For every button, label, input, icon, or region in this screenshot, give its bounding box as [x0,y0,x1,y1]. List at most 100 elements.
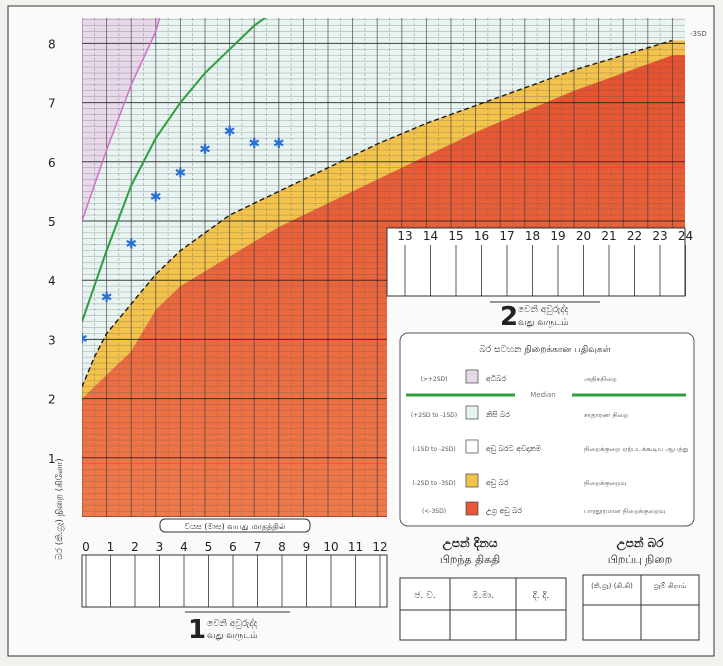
risk-boundary-line [387,39,673,141]
x-tick-label: 17 [499,229,514,243]
y-tick-label: 4 [48,274,56,288]
severe-underweight-zone [387,55,685,228]
x-tick-label: 21 [601,229,616,243]
birth-date-title-si: උපන් දිනය [443,536,498,552]
y-tick-label: 8 [48,37,56,51]
second-year-axis: 13 14 15 16 17 18 19 20 21 22 23 24 [386,227,693,303]
second-year-label-ta: வது வருடம் [518,318,569,328]
overweight-zone [82,18,160,221]
x-tick-label: 6 [229,540,237,554]
y-tick-label: 1 [48,452,56,466]
second-year-label-si: වෙනි අවුරුද්ද [518,304,568,315]
median-line [82,18,267,322]
legend-label-ta: நிறைக்குறை ஏற்படக்கூடிய ஆபத்து [584,445,689,455]
legend-item: (+2SD to -1SD) නිසි බර சாதாரண நிறை [411,405,629,420]
legend-swatch [465,473,479,488]
x-tick-label: 24 [678,229,693,243]
first-year-label-si: වෙනි අවුරුද්ද [207,618,257,629]
legend-item: (-1SD to -2SD) අඩු බරට අවදානම நிறைக்குறை ஏ… [412,439,689,455]
legend-label-ta: சாதாரண நிறை [584,411,629,419]
x-tick-label: 20 [576,229,591,243]
y-axis: 1 2 3 4 5 6 7 8 [48,37,56,465]
birth-date-section: උපන් දිනය பிறந்த திகதி ජ. ව. ම.මා. දි. ද… [399,536,567,641]
weight-point: ✱ [101,290,113,306]
y-tick-label: 5 [48,215,56,229]
birth-date-title-ta: பிறந்த திகதி [440,553,500,566]
minus-3sd-label: -3SD [690,30,707,38]
legend-swatch [465,501,479,516]
first-year-tick-box [81,554,388,608]
legend-label-si: අඩු බර [486,478,509,488]
y-tick-label: 6 [48,156,56,170]
second-year-number: 2 [500,302,518,332]
x-tick-label: 15 [448,229,463,243]
birth-kg-header: (කි.ග්‍රෑ) (கி.கி) [591,582,633,591]
weight-point: ✱ [125,237,137,253]
legend-swatch [465,369,479,384]
plus-2sd-line [82,18,161,222]
birth-year-header: ජ. ව. [414,591,435,601]
legend-item: (<-3SD) උග්‍ර අඩු බර பாரதூரமான நிறைக்குறைவ… [422,501,666,517]
x-tick-label: 13 [397,229,412,243]
x-tick-label: 12 [372,540,387,554]
x-tick-label: 0 [82,540,90,554]
weight-point: ✱ [248,136,260,152]
legend-swatch [465,439,479,454]
severe-underweight-zone [82,174,387,517]
legend-range: (>+2SD) [421,376,448,383]
legend-label-ta: நிறைக்குறைவு [584,479,627,489]
x-tick-label: 19 [550,229,565,243]
x-tick-label: 4 [180,540,188,554]
first-year-label-ta: வது வருடம் [207,631,258,641]
legend-item: (>+2SD) අධිබර அதிகநிறை [421,369,617,384]
x-tick-label: 8 [278,540,286,554]
legend-label-ta: பாரதூரமான நிறைக்குறைவு [584,507,666,517]
birth-grams-header: ග්‍රෑම් கிராம் [654,582,687,591]
legend: බර සටහන நிறைக்கான பதிவுகள் Median (>+2SD… [399,332,695,527]
weight-point: ✱ [175,166,187,182]
second-year-tick-box [386,227,686,297]
legend-median-label: Median [530,391,555,399]
legend-range: (-2SD to -3SD) [412,480,455,487]
birth-month-header: ම.මා. [472,591,494,601]
x-tick-label: 7 [254,540,262,554]
legend-label-ta: அதிகநிறை [584,375,617,383]
birth-date-table [399,577,567,641]
x-tick-label: 3 [156,540,164,554]
legend-item: (-2SD to -3SD) අඩු බර நிறைக்குறைவு [412,473,627,489]
legend-box [399,332,695,527]
legend-label-si: උග්‍ර අඩු බර [486,506,522,516]
first-year-axis: 0 1 2 3 4 5 6 7 8 9 10 11 12 [81,540,388,613]
weight-point: ✱ [199,142,211,158]
x-tick-label: 10 [323,540,338,554]
legend-range: (-1SD to -2SD) [412,446,455,453]
x-tick-label: 18 [525,229,540,243]
x-tick-label: 5 [205,540,213,554]
age-axis-label: වයස (මාස) வயது மாதத்தில் [185,522,286,532]
weight-point: ✱ [150,189,162,205]
birth-weight-section: උපන් බර பிறப்பு நிறை (කි.ග්‍රෑ) (கி.கி) … [582,536,700,641]
x-tick-label: 22 [627,229,642,243]
weight-point: ✱ [224,124,236,140]
y-tick-label: 7 [48,97,56,111]
x-tick-label: 14 [423,229,438,243]
legend-label-si: අධිබර [486,374,507,384]
first-year-number: 1 [188,615,206,645]
birth-weight-title-si: උපන් බර [616,536,664,552]
weight-point: ✱ [76,331,88,347]
age-axis-label-box [159,518,311,533]
legend-title: බර සටහන நிறைக்கான பதிவுகள் [479,345,611,355]
x-tick-label: 16 [474,229,489,243]
x-tick-label: 23 [652,229,667,243]
y-axis-label: බර (කි.ග්‍රෑ) நிறை (கிலோ) [54,458,65,560]
y-tick-label: 3 [48,333,56,347]
x-tick-label: 2 [131,540,139,554]
x-tick-label: 9 [303,540,311,554]
risk-boundary-line [82,139,387,388]
x-tick-label: 11 [348,540,363,554]
legend-range: (<-3SD) [422,508,446,515]
legend-swatch [465,405,479,420]
legend-label-si: අඩු බරට අවදානම [486,444,542,454]
